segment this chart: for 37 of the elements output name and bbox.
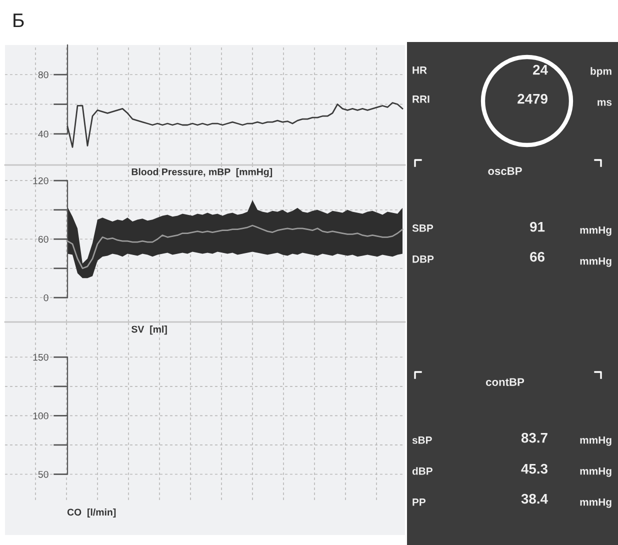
text: 66 <box>530 252 544 262</box>
text: mmHg <box>580 226 612 236</box>
text: oscBP <box>488 167 522 175</box>
text: 2479 <box>518 94 548 104</box>
text: dBP <box>412 467 432 475</box>
text: ms <box>598 100 612 106</box>
chart-title: Blood Pressure, mBP [mmHg] <box>132 168 272 178</box>
y-tick-label: 100 <box>33 412 48 420</box>
line-series <box>66 224 404 270</box>
text: HR <box>412 66 427 74</box>
y-tick-label: 120 <box>33 177 48 184</box>
text: mmHg <box>580 467 612 477</box>
text: SBP <box>412 224 434 232</box>
text: 91 <box>530 222 545 232</box>
text: mmHg <box>580 436 612 446</box>
y-tick-label: 150 <box>33 354 48 361</box>
text: sBP <box>412 436 432 444</box>
text: Б <box>14 14 24 28</box>
y-tick-label: 60 <box>38 236 48 243</box>
chart-title: SV [ml] <box>131 326 167 335</box>
text: 83.7 <box>521 432 548 443</box>
text: 38.4 <box>521 494 548 504</box>
text: DBP <box>412 256 434 263</box>
text: PP <box>412 498 426 506</box>
text: mmHg <box>580 257 612 267</box>
text: contBP <box>486 378 524 386</box>
y-tick-label: 50 <box>38 470 48 478</box>
text: 45.3 <box>521 464 548 474</box>
text: bpm <box>590 67 612 77</box>
y-tick-label: 80 <box>38 71 48 78</box>
y-tick-label: 0 <box>44 294 48 302</box>
text: RRI <box>412 96 430 103</box>
y-tick-label: 40 <box>38 130 48 138</box>
line-series <box>66 102 404 148</box>
text: 24 <box>533 64 548 75</box>
text: CO [l/min] <box>67 508 116 518</box>
text: mmHg <box>580 498 612 508</box>
